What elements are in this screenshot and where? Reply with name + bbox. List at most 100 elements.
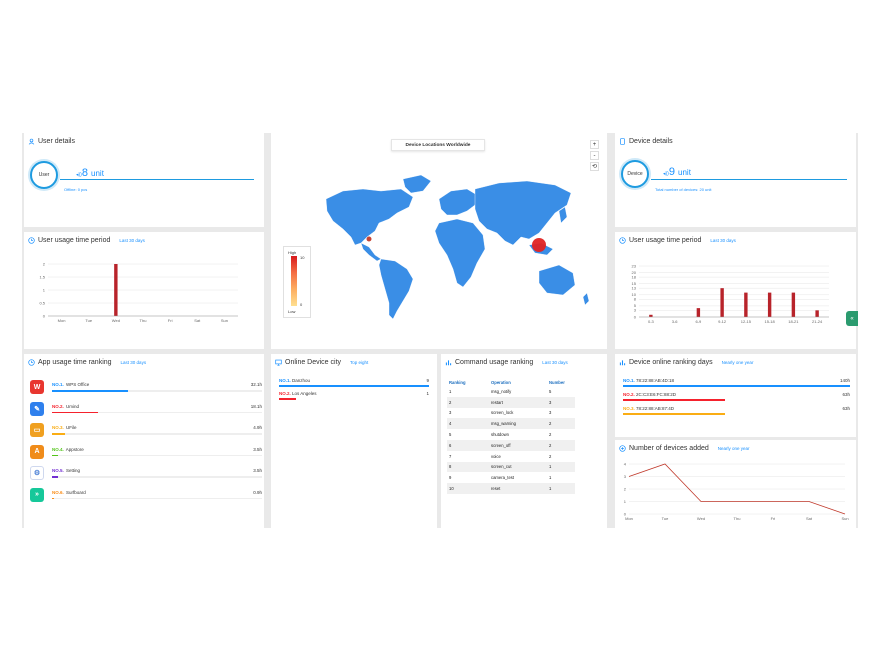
map-new-zealand: [582, 292, 590, 306]
x-tick-label: Wed: [112, 318, 120, 323]
city-row[interactable]: NO.2. Los Angeles 1: [279, 391, 429, 404]
app-usage-value: 32.1h: [250, 382, 262, 387]
rank-cell: 2: [447, 396, 489, 408]
card-title: User usage time period Last 30 days: [28, 237, 145, 244]
bar: [114, 264, 118, 316]
range-label: Last 30 days: [710, 238, 736, 243]
x-tick-label: 9-12: [718, 319, 727, 324]
table-row[interactable]: 8 screen_cut 1: [447, 461, 575, 473]
clock-icon: [28, 237, 35, 244]
device-hours: 63h: [842, 406, 850, 411]
app-bar-track: [52, 476, 262, 478]
devices-added-card: Number of devices added Nearly one year …: [615, 440, 856, 528]
command-table: Ranking Operation Number 1 msg_notify 5 2 re…: [447, 378, 575, 494]
city-rank: NO.1.: [279, 378, 291, 383]
side-panel-toggle[interactable]: «: [846, 311, 858, 326]
map-card: Device Locations Worldwide + - ⟲: [271, 133, 607, 349]
app-row[interactable]: A NO.4. Appstore 3.5h: [30, 444, 262, 463]
device-online-row[interactable]: NO.2. 2C:C3:E6:FC:88:2D 63h: [623, 392, 850, 405]
app-row[interactable]: ⚙ NO.5. Setting 3.5h: [30, 466, 262, 484]
device-usage-title: User usage time period: [629, 237, 702, 244]
device-online-row[interactable]: NO.1. 78:22:88:AB:4D:18 140h: [623, 378, 850, 391]
x-tick-label: Fri: [771, 516, 776, 521]
y-tick-label: 15: [632, 281, 637, 286]
devices-added-title: Number of devices added: [629, 445, 709, 452]
user-usage-title: User usage time period: [38, 237, 111, 244]
world-map[interactable]: [271, 133, 607, 349]
app-usage-value: 3.5h: [253, 468, 262, 473]
legend-high-label: High: [288, 250, 297, 255]
app-usage-bar: [52, 454, 59, 456]
city-row[interactable]: NO.1. Danzhou 9: [279, 378, 429, 391]
app-row[interactable]: ▭ NO.3. UFile 4.9h: [30, 423, 262, 441]
zoom-in-button[interactable]: +: [590, 140, 599, 149]
hotspot-marker-small: [366, 236, 372, 242]
device-mac: 78:22:88:AB:87:4D: [636, 406, 675, 411]
device-online-row[interactable]: NO.3. 78:22:88:AB:87:4D 63h: [623, 406, 850, 419]
user-count-unit: unit: [91, 169, 104, 178]
table-row[interactable]: 5 shutdown 2: [447, 429, 575, 440]
range-label: Last 30 days: [119, 238, 145, 243]
x-tick-label: 3-6: [672, 319, 679, 324]
map-title: Device Locations Worldwide: [391, 139, 485, 151]
x-tick-label: Tue: [662, 516, 670, 521]
app-ranking-card: App usage time ranking Last 30 days W NO.…: [24, 354, 264, 528]
map-north-america: [325, 188, 414, 246]
number-cell: 2: [549, 432, 552, 438]
online-city-card: Online Device city Top eight NO.1. Danzh…: [271, 354, 437, 528]
table-row[interactable]: 3 screen_lock 3: [447, 408, 575, 419]
operation-cell: voice: [491, 453, 501, 459]
user-count: ◂))8 unit: [76, 167, 104, 179]
app-row[interactable]: W NO.1. WPS Office 32.1h: [30, 380, 262, 398]
app-name-text: Appstore: [65, 446, 84, 452]
x-tick-label: Thu: [140, 318, 147, 323]
app-usage-value: 4.9h: [253, 425, 262, 430]
y-tick-label: 0: [43, 313, 46, 318]
y-tick-label: 5: [634, 303, 637, 308]
reset-view-button[interactable]: ⟲: [590, 162, 599, 171]
rank-cell: 7: [449, 453, 452, 459]
app-rank: NO.2.: [52, 403, 64, 409]
device-online-title: Device online ranking days: [629, 359, 713, 366]
rank-cell: 3: [449, 410, 452, 416]
table-row[interactable]: 1 msg_notify 5: [447, 386, 575, 397]
app-row[interactable]: ✎ NO.2. Umind 18.1h: [30, 401, 262, 420]
operation-cell: shutdown: [491, 432, 509, 438]
rank-cell: 6: [447, 439, 489, 451]
bar: [767, 292, 772, 317]
map-australia: [538, 264, 576, 296]
rank-cell: 10: [447, 483, 489, 494]
app-bar-track: [52, 454, 262, 456]
y-tick-label: 10: [632, 292, 637, 297]
device-online-bar: [623, 385, 850, 387]
table-row[interactable]: 2 restart 3: [447, 396, 575, 408]
app-icon: A: [30, 444, 44, 459]
card-title: Number of devices added Nearly one year: [619, 445, 750, 452]
app-icon-glyph: ✎: [34, 405, 40, 413]
zoom-out-button[interactable]: -: [590, 151, 599, 160]
legend-low-label: Low: [288, 309, 296, 314]
rank-cell: 4: [447, 418, 489, 430]
table-row[interactable]: 6 screen_off 2: [447, 439, 575, 451]
table-row[interactable]: 9 camera_test 1: [447, 472, 575, 483]
bar: [791, 292, 796, 317]
card-title: Online Device city Top eight: [275, 359, 368, 366]
rank-cell: 5: [449, 432, 452, 438]
app-name: NO.2. Umind: [52, 404, 79, 409]
y-tick-label: 1.5: [39, 274, 45, 279]
app-usage-value: 0.9h: [253, 489, 262, 495]
y-tick-label: 20: [632, 270, 637, 275]
table-row[interactable]: 7 voice 2: [447, 451, 575, 462]
operation-cell: restart: [489, 396, 547, 408]
app-usage-bar: [52, 411, 99, 413]
app-name: NO.3. UFile: [52, 425, 77, 430]
table-row[interactable]: 4 msg_warning 2: [447, 418, 575, 430]
rank-cell: 9: [449, 475, 452, 481]
app-row[interactable]: » NO.6. Surfboard 0.9h: [30, 487, 262, 506]
table-row[interactable]: 10 reset 1: [447, 483, 575, 494]
device-count-value: 9: [668, 166, 675, 178]
x-tick-label: 6-9: [695, 319, 702, 324]
card-title: User usage time period Last 30 days: [619, 237, 736, 244]
device-online-bar: [623, 413, 726, 415]
